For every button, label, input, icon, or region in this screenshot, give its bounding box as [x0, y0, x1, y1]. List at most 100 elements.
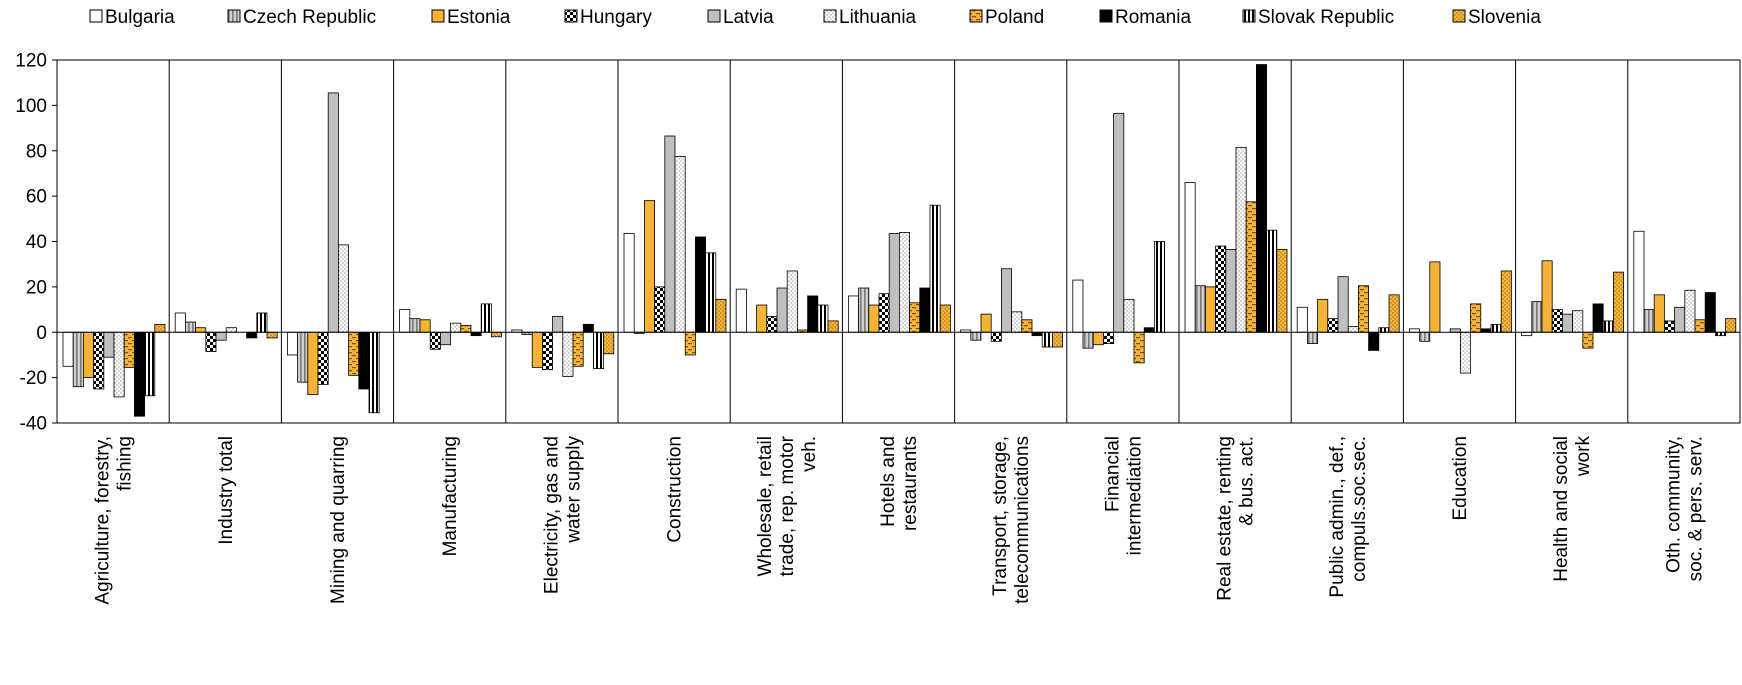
bar-czech-republic-2 [297, 331, 309, 383]
category-label: Electricity, gas and water supply [541, 436, 584, 595]
bar-estonia-4 [531, 331, 543, 368]
bar-slovak-republic-12 [1490, 323, 1502, 333]
bar-romania-1 [246, 331, 258, 339]
bar-hungary-5 [654, 286, 666, 333]
bar-bulgaria-13 [1521, 331, 1533, 337]
bar-romania-14 [1704, 292, 1716, 333]
bar-estonia-14 [1653, 294, 1665, 333]
category-label-line: water supply [563, 436, 584, 544]
legend-item-latvia: Latvia [707, 7, 774, 28]
bar-czech-republic-12 [1419, 331, 1431, 342]
legend-label: Slovak Republic [1258, 7, 1394, 28]
legend-label: Lithuania [839, 7, 917, 28]
bar-slovak-republic-11 [1378, 327, 1390, 333]
bar-estonia-5 [644, 200, 656, 333]
series-bulgaria [62, 182, 1645, 367]
bar-czech-republic-11 [1307, 331, 1319, 344]
bar-latvia-11 [1337, 276, 1349, 333]
category-label: Wholesale, retail trade, rep. motor veh. [755, 435, 820, 576]
bar-czech-republic-9 [1082, 331, 1094, 349]
bar-bulgaria-3 [399, 309, 411, 333]
bar-romania-13 [1592, 303, 1604, 333]
legend-swatch [89, 9, 103, 23]
legend: Bulgaria Czech Republic Estonia Hungary Latv… [89, 7, 1541, 28]
plot-area [56, 59, 1741, 424]
bar-hungary-13 [1551, 309, 1563, 333]
bar-poland-8 [1021, 319, 1033, 333]
bar-romania-0 [133, 331, 145, 417]
category-label-line: & bus. act. [1237, 436, 1258, 526]
category-label: Education [1450, 436, 1471, 521]
category-label: Public admin., def., compuls.soc.sec. [1327, 436, 1370, 598]
bar-lithuania-12 [1460, 331, 1472, 374]
bar-lithuania-11 [1347, 326, 1359, 333]
bar-slovenia-7 [939, 304, 951, 333]
category-label: Construction [665, 436, 686, 543]
legend-swatch [1099, 9, 1113, 23]
category-label-line: Manufacturing [440, 436, 461, 556]
bar-slovak-republic-3 [480, 303, 492, 333]
y-tick-label: 0 [36, 323, 47, 344]
bar-romania-2 [358, 331, 370, 390]
bar-poland-11 [1358, 285, 1370, 333]
category-label-line: compuls.soc.sec. [1349, 436, 1370, 582]
legend-item-hungary: Hungary [564, 7, 652, 28]
legend-swatch [969, 9, 983, 23]
category-label-line: Oth. community, [1663, 436, 1684, 573]
bar-lithuania-9 [1123, 298, 1135, 333]
bar-slovak-republic-14 [1715, 331, 1727, 337]
category-label: Industry total [216, 436, 237, 545]
bar-hungary-4 [542, 331, 554, 371]
category-label-line: Public admin., def., [1327, 436, 1348, 598]
bar-hungary-11 [1327, 318, 1339, 333]
bar-lithuania-6 [786, 270, 798, 333]
bar-estonia-2 [307, 331, 319, 396]
category-label-line: intermediation [1124, 436, 1145, 555]
legend-item-poland: Poland [969, 7, 1044, 28]
bar-slovak-republic-1 [256, 312, 268, 333]
bar-romania-8 [1031, 331, 1043, 337]
y-tick-label: -40 [20, 414, 47, 435]
bar-slovenia-8 [1052, 331, 1064, 348]
legend-label: Hungary [580, 7, 652, 28]
bar-poland-3 [460, 325, 472, 333]
bar-czech-republic-7 [858, 287, 870, 333]
bar-latvia-3 [439, 331, 451, 346]
bar-latvia-12 [1449, 328, 1461, 333]
series-latvia [103, 92, 1686, 358]
y-tick-label: 40 [26, 232, 47, 253]
bar-poland-7 [909, 302, 921, 333]
series-slovak-republic [144, 204, 1727, 414]
bar-latvia-1 [215, 331, 227, 341]
bar-latvia-13 [1562, 313, 1574, 333]
bar-latvia-6 [776, 287, 788, 333]
category-label-line: Transport, storage, [990, 436, 1011, 596]
category-label-line: trade, rep. motor [777, 435, 798, 576]
bar-latvia-2 [327, 92, 339, 333]
legend-item-bulgaria: Bulgaria [89, 7, 175, 28]
bar-lithuania-10 [1235, 146, 1247, 333]
bar-slovenia-3 [490, 331, 502, 338]
bar-slovenia-4 [603, 331, 615, 355]
category-label-line: Industry total [216, 436, 237, 545]
y-tick-label: 100 [15, 96, 47, 117]
bar-romania-12 [1480, 328, 1492, 333]
legend-item-slovenia: Slovenia [1452, 7, 1541, 28]
bar-romania-6 [807, 295, 819, 333]
series-slovenia [154, 249, 1737, 355]
bar-lithuania-5 [674, 156, 686, 333]
bar-hungary-6 [766, 315, 778, 333]
bar-slovak-republic-2 [368, 331, 380, 414]
bar-slovenia-13 [1613, 271, 1625, 333]
bar-lithuania-13 [1572, 310, 1584, 333]
bar-slovak-republic-6 [817, 304, 829, 333]
legend-swatch [1452, 9, 1466, 23]
bar-poland-2 [348, 331, 360, 376]
bar-hungary-2 [317, 331, 329, 385]
category-label: Health and social work [1551, 436, 1594, 582]
bar-czech-republic-8 [970, 331, 982, 341]
bar-bulgaria-14 [1633, 230, 1645, 333]
bar-slovak-republic-10 [1266, 229, 1278, 333]
bar-poland-5 [684, 331, 696, 356]
legend-item-romania: Romania [1099, 7, 1191, 28]
